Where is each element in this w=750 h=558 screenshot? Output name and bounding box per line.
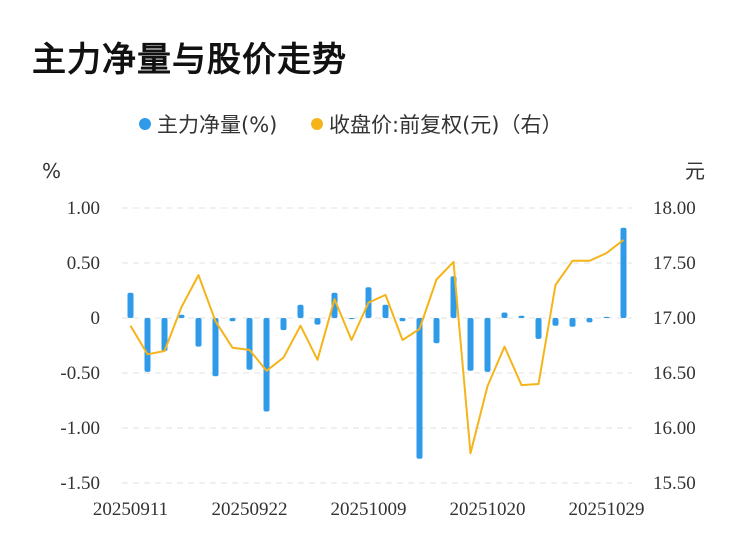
net-volume-bar xyxy=(569,318,576,327)
net-volume-bar xyxy=(603,316,610,318)
left-tick-label: -1.00 xyxy=(60,418,100,439)
net-volume-bar xyxy=(246,318,253,370)
net-volume-bar xyxy=(331,292,338,318)
net-volume-bar xyxy=(195,318,202,347)
left-axis-ticks: 1.00 0.50 0 -0.50 -1.00 -1.50 xyxy=(60,198,100,494)
left-tick-label: 0.50 xyxy=(67,253,100,274)
grid-lines xyxy=(122,207,632,484)
legend-close-price-label: 收盘价:前复权(元)（右） xyxy=(329,113,562,137)
net-volume-bar xyxy=(416,318,423,459)
x-tick-label: 20250911 xyxy=(93,499,168,520)
x-tick-label: 20251029 xyxy=(569,499,645,520)
close-price-line-group xyxy=(129,239,625,455)
right-tick-label: 17.00 xyxy=(653,308,696,329)
net-volume-bar xyxy=(399,318,406,322)
legend: 主力净量(%) 收盘价:前复权(元)（右） xyxy=(139,113,562,137)
net-volume-bar xyxy=(280,318,287,331)
net-volume-bars xyxy=(127,227,627,459)
net-volume-bar xyxy=(501,312,508,318)
net-volume-bar xyxy=(348,318,355,320)
page-title: 主力净量与股价走势 xyxy=(32,40,347,80)
net-volume-bar xyxy=(467,318,474,371)
right-tick-label: 15.50 xyxy=(653,473,696,494)
left-tick-label: -1.50 xyxy=(60,473,100,494)
legend-close-price-marker xyxy=(311,118,323,130)
net-volume-bar xyxy=(620,227,627,318)
close-price-line xyxy=(129,239,625,455)
x-tick-label: 20251009 xyxy=(331,499,407,520)
left-tick-label: 1.00 xyxy=(67,198,100,219)
x-tick-label: 20251020 xyxy=(450,499,526,520)
net-volume-bar xyxy=(382,304,389,318)
net-volume-bar xyxy=(297,304,304,318)
net-volume-bar xyxy=(263,318,270,412)
x-axis-ticks: 20250911 20250922 20251009 20251020 20251029 xyxy=(93,499,645,520)
net-volume-bar xyxy=(552,318,559,326)
right-axis-ticks: 18.00 17.50 17.00 16.50 16.00 15.50 xyxy=(653,198,696,494)
left-axis-unit: % xyxy=(42,159,61,183)
net-volume-bar xyxy=(518,315,525,318)
net-volume-bar xyxy=(229,318,236,322)
left-tick-label: -0.50 xyxy=(60,363,100,384)
x-tick-label: 20250922 xyxy=(212,499,288,520)
net-volume-bar xyxy=(535,318,542,339)
net-volume-bar xyxy=(586,318,593,323)
left-tick-label: 0 xyxy=(91,308,101,329)
net-volume-bar xyxy=(178,314,185,318)
right-tick-label: 17.50 xyxy=(653,253,696,274)
net-volume-bar xyxy=(484,318,491,372)
net-volume-bar xyxy=(212,318,219,377)
legend-net-volume-label: 主力净量(%) xyxy=(157,113,277,137)
net-volume-bar xyxy=(314,318,321,325)
right-tick-label: 16.00 xyxy=(653,418,696,439)
right-tick-label: 16.50 xyxy=(653,363,696,384)
legend-net-volume-marker xyxy=(139,118,151,130)
net-volume-bar xyxy=(433,318,440,344)
net-volume-bar xyxy=(127,292,134,318)
right-tick-label: 18.00 xyxy=(653,198,696,219)
net-volume-bar xyxy=(161,318,168,351)
right-axis-unit: 元 xyxy=(685,159,705,183)
net-volume-bar xyxy=(144,318,151,372)
